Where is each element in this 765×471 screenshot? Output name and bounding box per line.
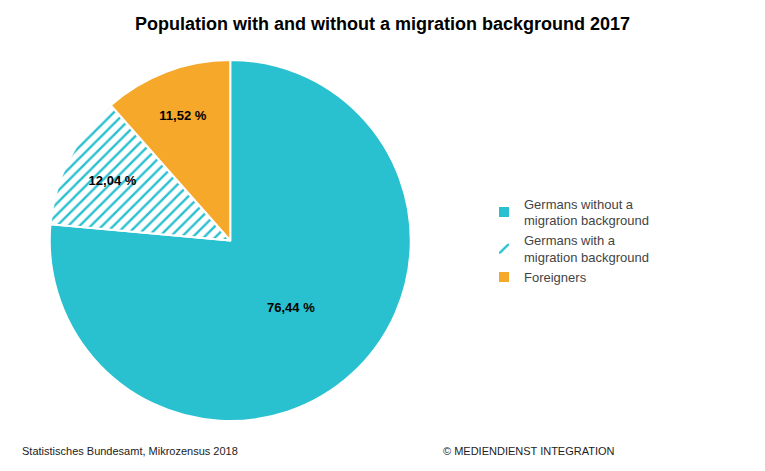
svg-text:Population with and without a: Population with and without a migration … — [135, 14, 630, 34]
svg-text:Foreigners: Foreigners — [524, 270, 587, 285]
svg-text:© MEDIENDIENST INTEGRATION: © MEDIENDIENST INTEGRATION — [443, 445, 615, 457]
svg-text:76,44 %: 76,44 % — [267, 300, 315, 315]
svg-text:Statistisches Bundesamt, Mikro: Statistisches Bundesamt, Mikrozensus 201… — [22, 445, 238, 457]
svg-text:11,52 %: 11,52 % — [159, 108, 206, 123]
svg-text:12,04 %: 12,04 % — [89, 173, 137, 188]
svg-text:Germans with amigration backgr: Germans with amigration background — [524, 233, 649, 265]
svg-text:Germans without amigration bac: Germans without amigration background — [524, 197, 649, 229]
